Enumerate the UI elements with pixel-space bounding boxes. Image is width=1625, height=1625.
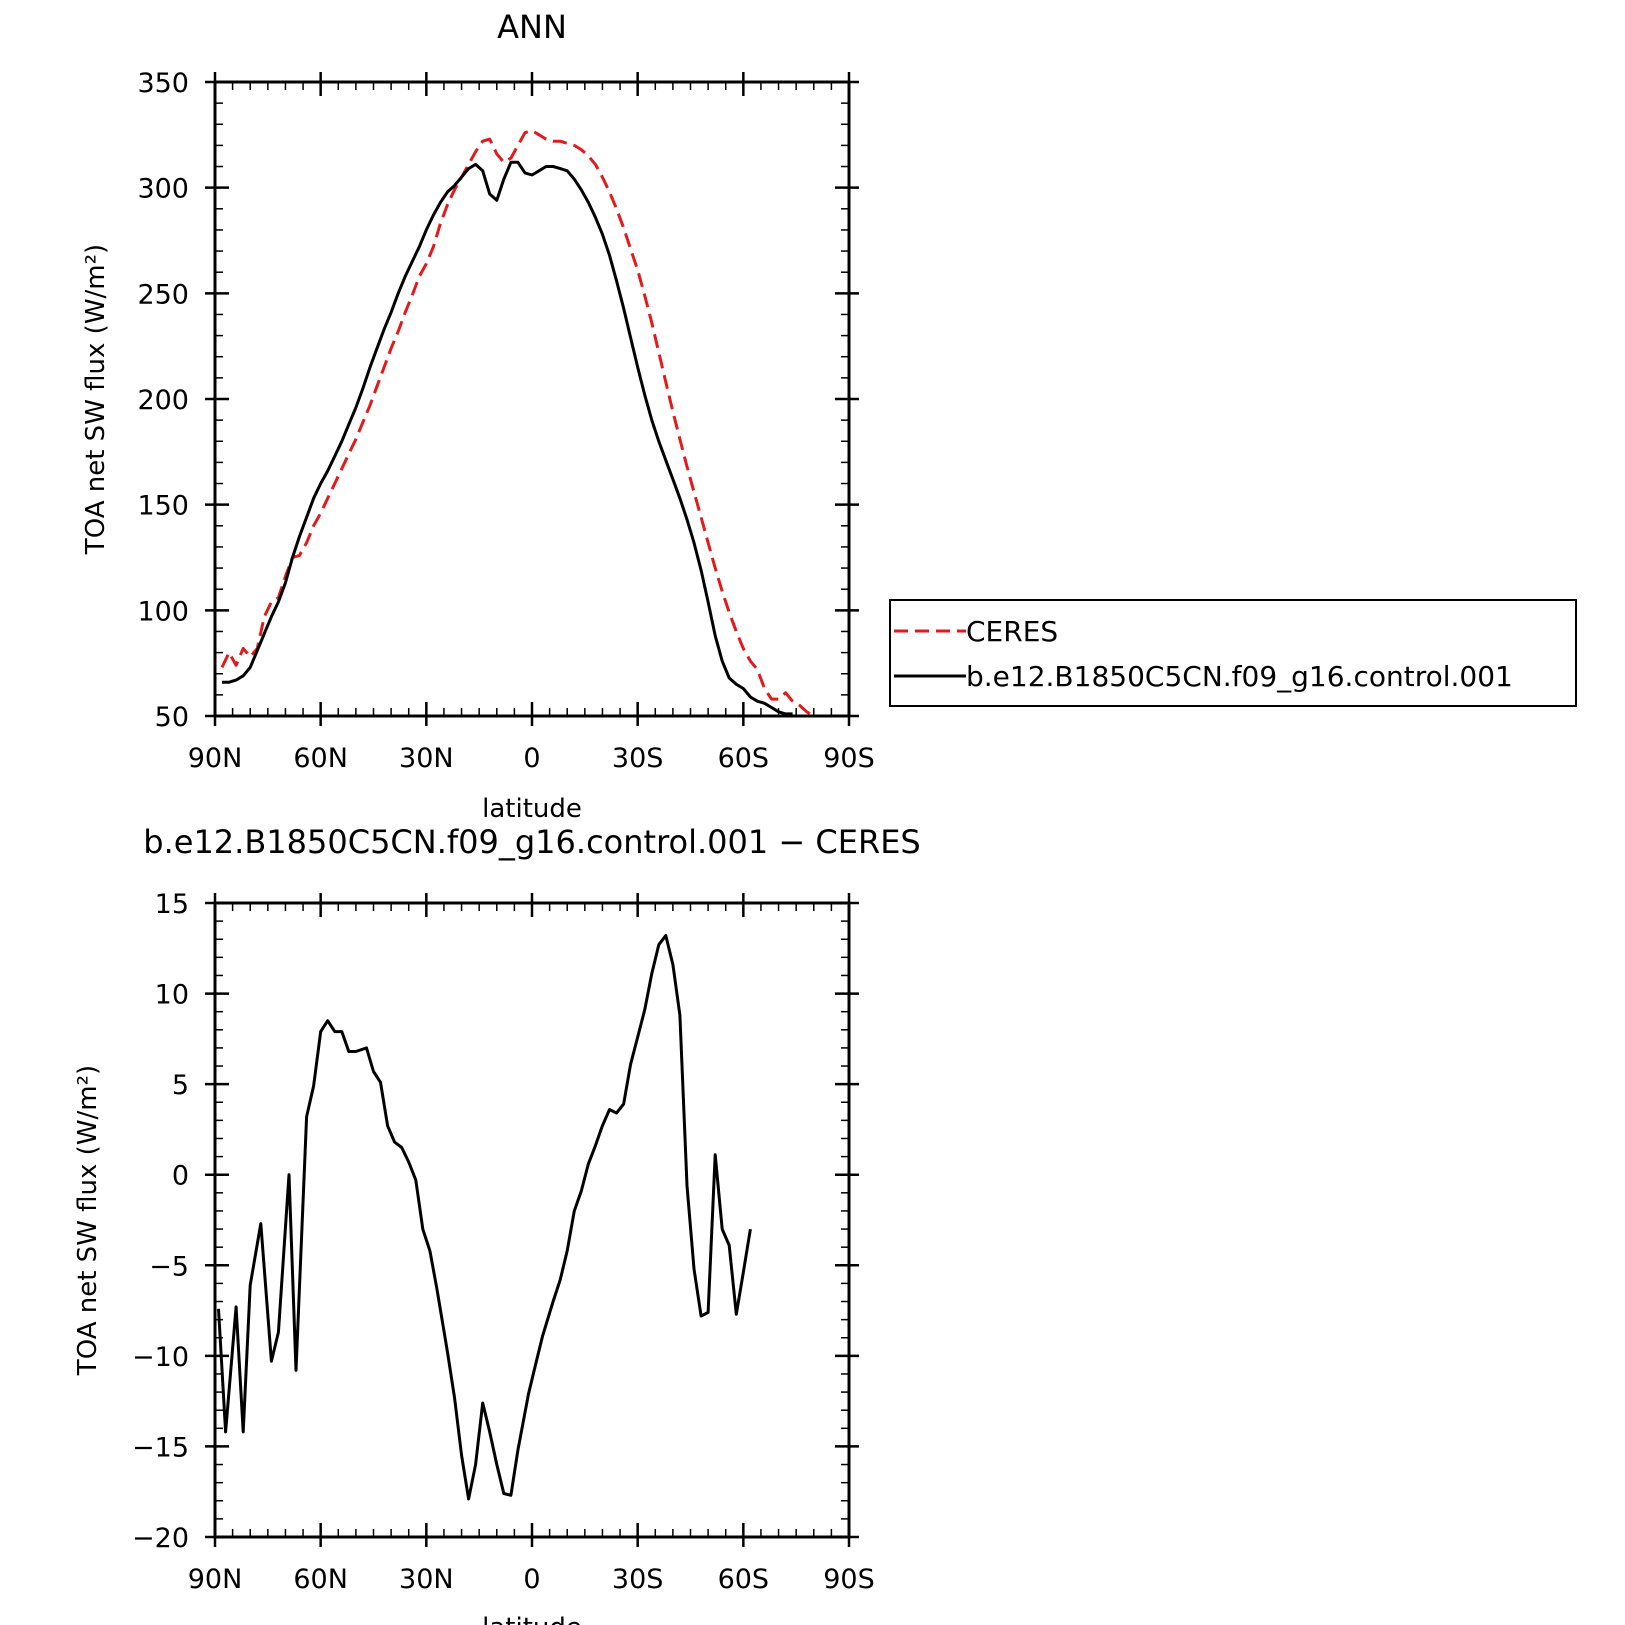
top-panel-tick-labels: 90N 60N 30N 0 30S 60S 90S 50 100 150 200 250 300 350 (137, 68, 874, 774)
legend-box (889, 599, 1577, 707)
x-tick-label: 90N (188, 1564, 243, 1595)
y-tick-label: −20 (132, 1523, 189, 1554)
bottom-panel: b.e12.B1850C5CN.f09_g16.control.001 − CE… (73, 823, 921, 1625)
x-tick-label: 90S (823, 743, 875, 774)
y-tick-label: 50 (155, 702, 189, 733)
bottom-panel-series (217, 934, 752, 1501)
top-panel-series (220, 129, 815, 718)
y-tick-label: 10 (155, 980, 189, 1011)
top-panel-ticks (205, 72, 859, 726)
y-tick-label: 350 (137, 68, 189, 99)
x-tick-label: 60N (293, 743, 348, 774)
x-tick-label: 0 (523, 743, 540, 774)
x-tick-label: 60S (718, 1564, 770, 1595)
y-tick-label: 0 (172, 1161, 189, 1192)
bottom-panel-title: b.e12.B1850C5CN.f09_g16.control.001 − CE… (143, 823, 920, 861)
series-line-0-1 (222, 160, 793, 716)
series-line-0-0 (220, 129, 815, 718)
y-tick-label: −5 (149, 1251, 189, 1282)
y-tick-label: 100 (137, 596, 189, 627)
y-tick-label: 150 (137, 491, 189, 522)
x-tick-label: 30N (399, 743, 454, 774)
legend: CERES b.e12.B1850C5CN.f09_g16.control.00… (889, 599, 1577, 707)
y-tick-label: −15 (132, 1432, 189, 1463)
x-tick-label: 90N (188, 743, 243, 774)
top-x-axis-label: latitude (482, 794, 582, 824)
bottom-plot-frame (213, 901, 851, 1539)
y-tick-label: 250 (137, 279, 189, 310)
x-tick-label: 90S (823, 1564, 875, 1595)
x-tick-label: 60N (293, 1564, 348, 1595)
x-tick-label: 30N (399, 1564, 454, 1595)
bottom-y-axis-label: TOA net SW flux (W/m²) (73, 1065, 103, 1376)
y-tick-label: 15 (155, 889, 189, 920)
y-tick-label: 200 (137, 385, 189, 416)
y-tick-label: 5 (172, 1070, 189, 1101)
x-tick-label: 30S (612, 1564, 664, 1595)
bottom-panel-tick-labels: 90N 60N 30N 0 30S 60S 90S −20 −15 −10 −5 0 5 10 15 (132, 889, 875, 1595)
series-line-1-0 (217, 934, 752, 1501)
top-panel: ANN 90N 60N 30N 0 30S 60S 90S 50 100 150 200 250 300… (81, 8, 1577, 824)
top-panel-title: ANN (497, 8, 567, 46)
y-tick-label: 300 (137, 174, 189, 205)
y-tick-label: −10 (132, 1342, 189, 1373)
x-tick-label: 30S (612, 743, 664, 774)
legend-label-model: b.e12.B1850C5CN.f09_g16.control.001 (966, 660, 1513, 693)
top-y-axis-label: TOA net SW flux (W/m²) (81, 244, 111, 555)
x-tick-label: 0 (523, 1564, 540, 1595)
x-tick-label: 60S (718, 743, 770, 774)
legend-label-ceres: CERES (966, 615, 1058, 648)
top-plot-frame (213, 80, 851, 718)
bottom-x-axis-label: latitude (482, 1613, 582, 1625)
